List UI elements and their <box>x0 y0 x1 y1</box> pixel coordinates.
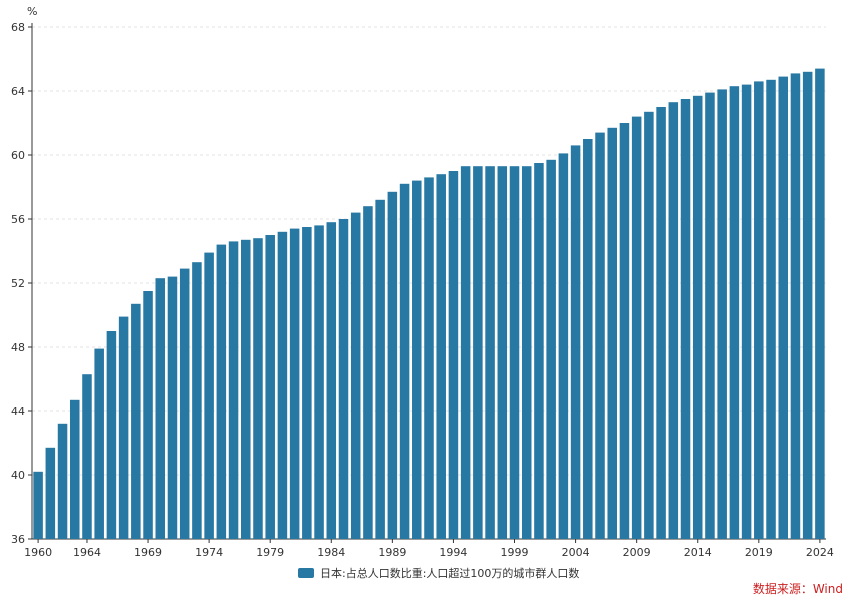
bar-1970[interactable] <box>155 278 166 539</box>
y-tick-label: 64 <box>11 85 25 98</box>
bar-1980[interactable] <box>277 231 288 540</box>
x-tick-label: 2014 <box>684 546 712 559</box>
bar-2005[interactable] <box>583 139 593 539</box>
bar-1984[interactable] <box>326 222 337 539</box>
bar-1973[interactable] <box>192 262 202 539</box>
bar-1986[interactable] <box>350 212 361 539</box>
bar-2011[interactable] <box>656 107 666 539</box>
legend[interactable]: 日本:占总人口数比重:人口超过100万的城市群人口数 <box>298 565 579 581</box>
bar-2022[interactable] <box>790 73 801 540</box>
bar-1960[interactable] <box>33 471 43 539</box>
bar-2015[interactable] <box>705 92 715 539</box>
bar-2013[interactable] <box>680 99 691 539</box>
x-tick-label: 1999 <box>501 546 529 559</box>
bar-2002[interactable] <box>546 159 556 540</box>
bar-1994[interactable] <box>448 171 459 539</box>
y-tick-label: 56 <box>11 213 25 226</box>
bar-1999[interactable] <box>509 166 520 539</box>
bars <box>33 68 825 540</box>
bar-2016[interactable] <box>717 89 727 540</box>
bar-1978[interactable] <box>253 238 263 539</box>
bar-1995[interactable] <box>460 166 471 539</box>
bar-2014[interactable] <box>692 95 703 540</box>
bar-1989[interactable] <box>387 191 398 540</box>
x-tick-label: 1974 <box>195 546 223 559</box>
x-tick-label: 1960 <box>24 546 52 559</box>
bar-1969[interactable] <box>143 291 153 539</box>
x-tick-label: 1979 <box>256 546 284 559</box>
x-tick-label: 1964 <box>73 546 101 559</box>
bar-2021[interactable] <box>778 76 789 539</box>
y-tick-label: 36 <box>11 533 25 546</box>
legend-label: 日本:占总人口数比重:人口超过100万的城市群人口数 <box>320 567 580 580</box>
x-tick-label: 1989 <box>378 546 406 559</box>
bar-1976[interactable] <box>228 241 239 539</box>
bar-2019[interactable] <box>754 81 764 540</box>
y-tick-label: 40 <box>11 469 25 482</box>
bar-1971[interactable] <box>167 276 178 539</box>
x-tick-label: 1984 <box>317 546 345 559</box>
bar-2001[interactable] <box>534 163 544 539</box>
bar-2018[interactable] <box>741 84 752 539</box>
x-tick-label: 2009 <box>623 546 651 559</box>
bar-1963[interactable] <box>69 399 80 539</box>
bar-1968[interactable] <box>131 303 141 539</box>
bar-2003[interactable] <box>558 153 569 539</box>
bar-1987[interactable] <box>363 206 373 539</box>
bar-2023[interactable] <box>802 71 813 540</box>
bar-1964[interactable] <box>82 374 92 539</box>
bar-1993[interactable] <box>436 174 446 539</box>
bar-1983[interactable] <box>314 225 324 539</box>
bar-2017[interactable] <box>729 86 740 539</box>
bar-2012[interactable] <box>668 102 679 539</box>
bar-1992[interactable] <box>424 177 434 539</box>
y-tick-label: 44 <box>11 405 25 418</box>
bar-2020[interactable] <box>766 79 776 540</box>
bar-1967[interactable] <box>118 316 129 539</box>
bar-2004[interactable] <box>570 145 581 539</box>
source-note: 数据来源：Wind <box>752 582 843 596</box>
bar-2006[interactable] <box>595 132 605 539</box>
bar-1998[interactable] <box>497 166 508 539</box>
y-tick-label: 68 <box>11 21 25 34</box>
bar-2008[interactable] <box>619 123 630 539</box>
bar-2009[interactable] <box>631 116 642 539</box>
bar-1961[interactable] <box>45 447 56 539</box>
bar-1962[interactable] <box>57 423 68 539</box>
tick-labels: 36 40 44 48 52 56 60 64 68 1960 1964 1969 1974 1979 19… <box>11 21 834 559</box>
bar-1974[interactable] <box>204 252 214 539</box>
y-axis-unit-label: % <box>27 5 37 18</box>
x-tick-label: 1994 <box>439 546 467 559</box>
bar-1972[interactable] <box>179 268 190 539</box>
bar-1981[interactable] <box>289 228 300 539</box>
bar-2000[interactable] <box>521 166 532 539</box>
bar-1988[interactable] <box>375 199 385 540</box>
y-tick-label: 48 <box>11 341 25 354</box>
bar-1996[interactable] <box>473 166 483 539</box>
bar-1990[interactable] <box>399 183 410 540</box>
bar-1985[interactable] <box>338 219 349 539</box>
x-tick-label: 1969 <box>134 546 162 559</box>
x-tick-label: 2004 <box>562 546 590 559</box>
y-tick-label: 52 <box>11 277 25 290</box>
bar-1977[interactable] <box>241 239 251 540</box>
bar-2010[interactable] <box>644 111 654 540</box>
bar-1975[interactable] <box>216 244 227 539</box>
bar-1979[interactable] <box>265 235 275 539</box>
x-tick-label: 2024 <box>806 546 834 559</box>
y-tick-label: 60 <box>11 149 25 162</box>
bar-1997[interactable] <box>485 166 495 539</box>
x-tick-label: 2019 <box>745 546 773 559</box>
bar-2024[interactable] <box>815 68 825 539</box>
bar-1965[interactable] <box>94 348 104 539</box>
bar-2007[interactable] <box>607 127 617 540</box>
bar-1966[interactable] <box>106 331 117 539</box>
legend-swatch <box>298 568 314 578</box>
bar-1982[interactable] <box>302 227 312 539</box>
bar-1991[interactable] <box>412 180 422 539</box>
